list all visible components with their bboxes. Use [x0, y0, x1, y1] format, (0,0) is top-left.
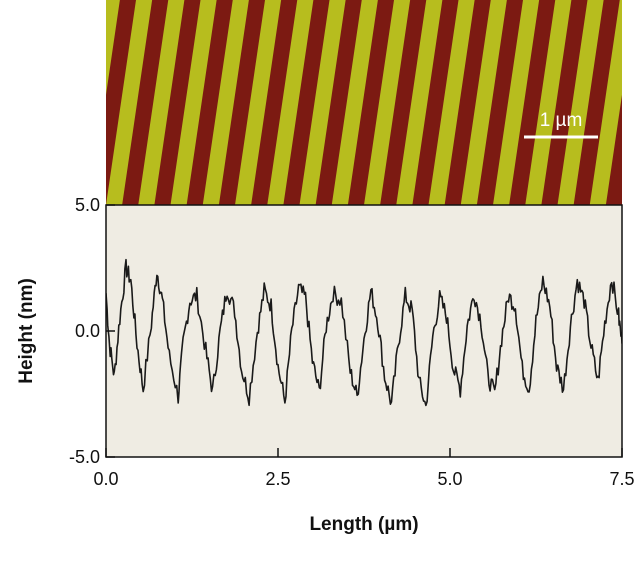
y-tick-label: 5.0 [75, 195, 100, 215]
y-tick-label: 0.0 [75, 321, 100, 341]
afm-stripes [42, 0, 640, 205]
afm-stripe [364, 0, 411, 205]
height-profile-line [106, 258, 622, 407]
afm-stripe [396, 0, 443, 205]
x-tick-label: 2.5 [265, 469, 290, 489]
y-axis-title: Height (nm) [16, 278, 37, 384]
y-tick-label: -5.0 [69, 447, 100, 467]
plot-area [106, 205, 622, 457]
x-axis-title: Length (µm) [309, 514, 418, 535]
scale-bar: 1 µm [524, 110, 598, 139]
afm-stripe [170, 0, 217, 205]
afm-stripe [42, 0, 88, 205]
afm-stripe [428, 0, 475, 205]
afm-stripe [299, 0, 346, 205]
afm-stripe [202, 0, 249, 205]
scale-bar-label: 1 µm [540, 110, 583, 131]
afm-stripe [589, 0, 622, 205]
afm-stripe [331, 0, 378, 205]
afm-stripe [460, 0, 507, 205]
afm-stripe [622, 0, 640, 205]
y-axis-ticks: -5.0 0.0 5.0 [69, 195, 115, 467]
afm-stripe [267, 0, 314, 205]
profile-plot: 0.0 2.5 5.0 7.5 -5.00.05.0 Length (µm) Heig… [16, 195, 635, 535]
afm-stripe [138, 0, 185, 205]
x-tick-label: 0.0 [93, 469, 118, 489]
afm-stripe [106, 0, 120, 95]
afm-stripe [493, 0, 540, 205]
afm-stripe [557, 0, 604, 205]
afm-stripe [235, 0, 282, 205]
x-axis-ticks: 0.0 2.5 5.0 7.5 [93, 448, 635, 489]
afm-stripe [106, 0, 153, 205]
afm-image: 1 µm [42, 0, 640, 205]
x-tick-label: 7.5 [609, 469, 634, 489]
x-tick-label: 5.0 [437, 469, 462, 489]
afm-stripe [525, 0, 572, 205]
